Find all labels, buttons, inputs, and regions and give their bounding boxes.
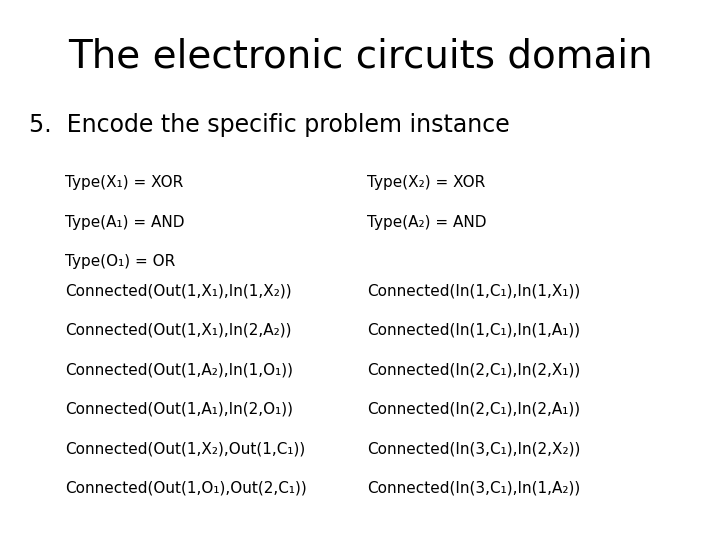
Text: Connected(In(2,C₁),In(2,X₁)): Connected(In(2,C₁),In(2,X₁)) xyxy=(367,362,580,377)
Text: Connected(In(2,C₁),In(2,A₁)): Connected(In(2,C₁),In(2,A₁)) xyxy=(367,402,580,417)
Text: Type(A₂) = AND: Type(A₂) = AND xyxy=(367,215,487,230)
Text: Type(X₁) = XOR: Type(X₁) = XOR xyxy=(65,176,183,191)
Text: Type(O₁) = OR: Type(O₁) = OR xyxy=(65,254,175,269)
Text: The electronic circuits domain: The electronic circuits domain xyxy=(68,38,652,76)
Text: Connected(Out(1,A₂),In(1,O₁)): Connected(Out(1,A₂),In(1,O₁)) xyxy=(65,362,293,377)
Text: Connected(In(1,C₁),In(1,A₁)): Connected(In(1,C₁),In(1,A₁)) xyxy=(367,323,580,338)
Text: Connected(Out(1,O₁),Out(2,C₁)): Connected(Out(1,O₁),Out(2,C₁)) xyxy=(65,481,307,496)
Text: Connected(In(3,C₁),In(1,A₂)): Connected(In(3,C₁),In(1,A₂)) xyxy=(367,481,580,496)
Text: 5.  Encode the specific problem instance: 5. Encode the specific problem instance xyxy=(29,113,510,137)
Text: Connected(Out(1,X₁),In(2,A₂)): Connected(Out(1,X₁),In(2,A₂)) xyxy=(65,323,292,338)
Text: Type(A₁) = AND: Type(A₁) = AND xyxy=(65,215,184,230)
Text: Connected(Out(1,A₁),In(2,O₁)): Connected(Out(1,A₁),In(2,O₁)) xyxy=(65,402,293,417)
Text: Connected(In(3,C₁),In(2,X₂)): Connected(In(3,C₁),In(2,X₂)) xyxy=(367,441,580,456)
Text: Connected(In(1,C₁),In(1,X₁)): Connected(In(1,C₁),In(1,X₁)) xyxy=(367,284,580,299)
Text: Connected(Out(1,X₁),In(1,X₂)): Connected(Out(1,X₁),In(1,X₂)) xyxy=(65,284,292,299)
Text: Connected(Out(1,X₂),Out(1,C₁)): Connected(Out(1,X₂),Out(1,C₁)) xyxy=(65,441,305,456)
Text: Type(X₂) = XOR: Type(X₂) = XOR xyxy=(367,176,485,191)
